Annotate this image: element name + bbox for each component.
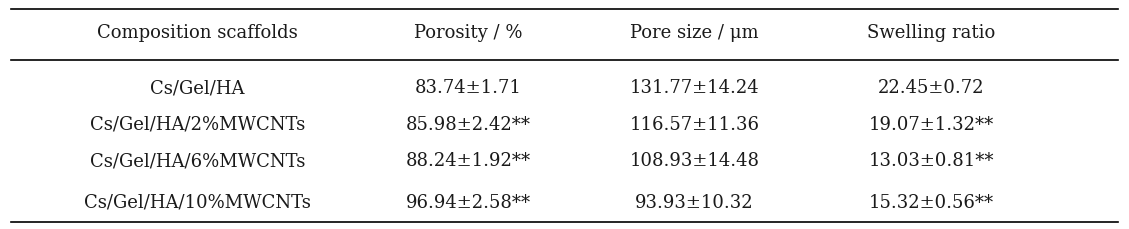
Text: Cs/Gel/HA/10%MWCNTs: Cs/Gel/HA/10%MWCNTs — [85, 194, 310, 212]
Text: 116.57±11.36: 116.57±11.36 — [629, 116, 760, 134]
Text: Porosity / %: Porosity / % — [414, 24, 523, 42]
Text: 19.07±1.32**: 19.07±1.32** — [869, 116, 994, 134]
Text: Cs/Gel/HA/6%MWCNTs: Cs/Gel/HA/6%MWCNTs — [90, 153, 305, 170]
Text: 88.24±1.92**: 88.24±1.92** — [406, 153, 531, 170]
Text: 96.94±2.58**: 96.94±2.58** — [406, 194, 531, 212]
Text: 15.32±0.56**: 15.32±0.56** — [869, 194, 994, 212]
Text: 131.77±14.24: 131.77±14.24 — [630, 79, 759, 97]
Text: Composition scaffolds: Composition scaffolds — [97, 24, 298, 42]
Text: 93.93±10.32: 93.93±10.32 — [634, 194, 754, 212]
Text: Pore size / μm: Pore size / μm — [630, 24, 759, 42]
Text: 13.03±0.81**: 13.03±0.81** — [868, 153, 995, 170]
Text: 22.45±0.72: 22.45±0.72 — [878, 79, 984, 97]
Text: Cs/Gel/HA/2%MWCNTs: Cs/Gel/HA/2%MWCNTs — [90, 116, 305, 134]
Text: Cs/Gel/HA: Cs/Gel/HA — [150, 79, 245, 97]
Text: 83.74±1.71: 83.74±1.71 — [415, 79, 522, 97]
Text: 108.93±14.48: 108.93±14.48 — [629, 153, 760, 170]
Text: Swelling ratio: Swelling ratio — [867, 24, 996, 42]
Text: 85.98±2.42**: 85.98±2.42** — [406, 116, 531, 134]
